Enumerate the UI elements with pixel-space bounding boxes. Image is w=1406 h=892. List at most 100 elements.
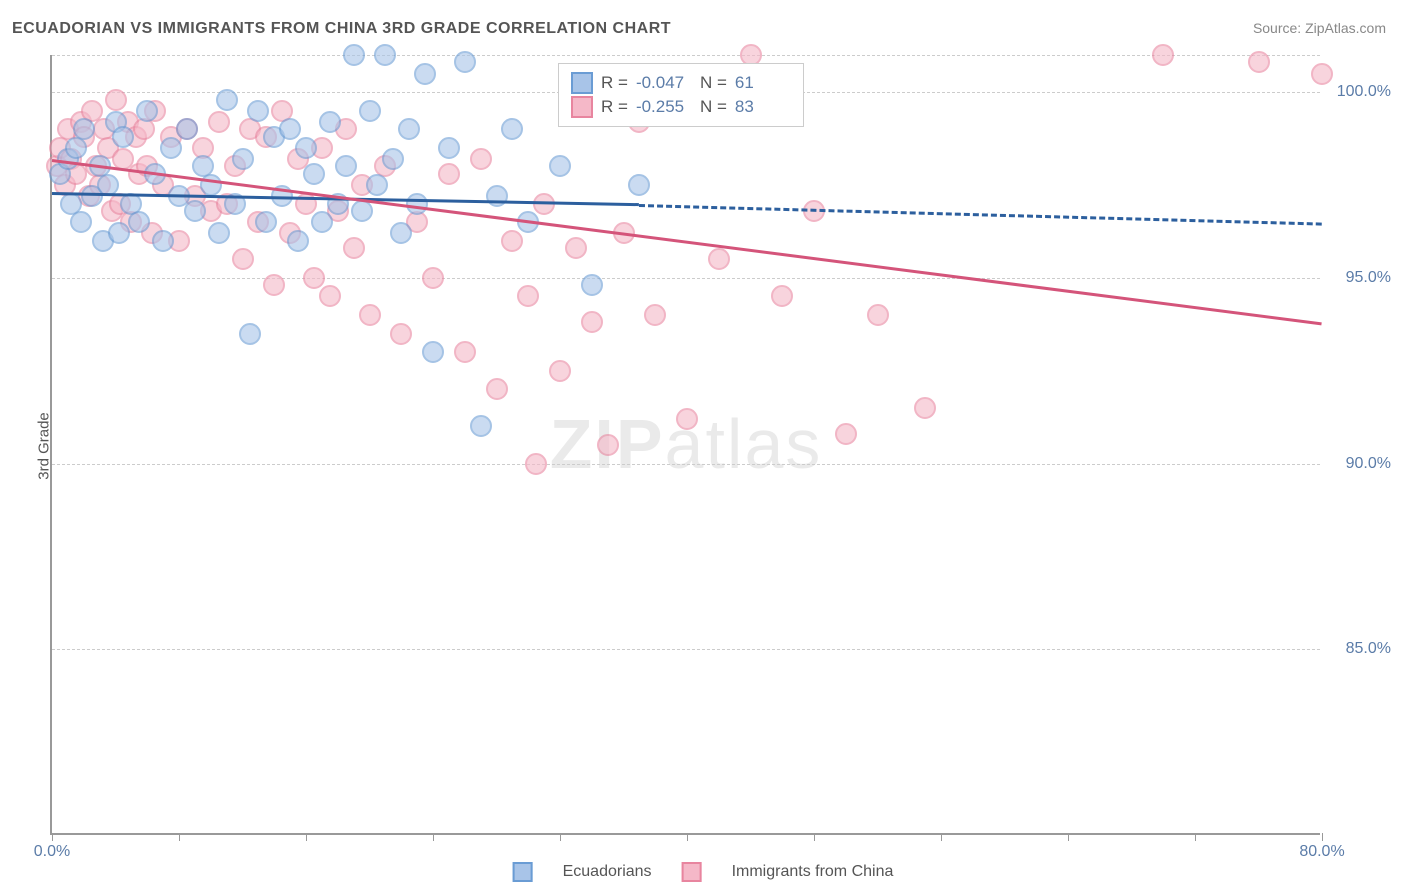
scatter-point [867,304,889,326]
y-tick-label: 85.0% [1346,640,1391,658]
n-value: 61 [735,73,791,93]
scatter-point [319,111,341,133]
n-label: N = [700,97,727,117]
scatter-point [501,230,523,252]
scatter-point [438,163,460,185]
scatter-point [176,118,198,140]
scatter-point [359,304,381,326]
scatter-point [232,248,254,270]
scatter-point [1311,63,1333,85]
scatter-point [628,174,650,196]
x-axis-label: 80.0% [1299,843,1344,861]
scatter-point [470,148,492,170]
n-value: 83 [735,97,791,117]
scatter-point [1152,44,1174,66]
scatter-point [335,155,357,177]
plot-area: ZIPatlas 0.0%80.0% [50,55,1320,835]
scatter-point [359,100,381,122]
y-tick-label: 90.0% [1346,455,1391,473]
scatter-point [438,137,460,159]
scatter-point [287,230,309,252]
scatter-point [644,304,666,326]
scatter-point [232,148,254,170]
scatter-point [470,415,492,437]
scatter-point [454,341,476,363]
x-tick [1068,833,1069,841]
scatter-point [279,118,301,140]
x-tick [52,833,53,841]
scatter-point [200,174,222,196]
scatter-point [581,274,603,296]
x-tick [814,833,815,841]
scatter-point [295,137,317,159]
gridline [52,649,1320,650]
x-axis-label: 0.0% [34,843,70,861]
scatter-point [486,378,508,400]
scatter-point [565,237,587,259]
legend-label: Immigrants from China [732,863,894,881]
x-tick [1322,833,1323,841]
x-tick [306,833,307,841]
trendline-extrapolated [639,204,1322,226]
scatter-point [414,63,436,85]
scatter-point [422,267,444,289]
scatter-point [239,323,261,345]
scatter-point [382,148,404,170]
trendline [52,159,1322,325]
scatter-point [501,118,523,140]
scatter-point [454,51,476,73]
scatter-point [216,89,238,111]
bottom-legend: Ecuadorians Immigrants from China [513,862,894,882]
scatter-point [422,341,444,363]
scatter-point [914,397,936,419]
scatter-point [343,44,365,66]
scatter-point [835,423,857,445]
scatter-point [486,185,508,207]
scatter-point [343,237,365,259]
x-tick [941,833,942,841]
scatter-point [263,274,285,296]
scatter-point [390,222,412,244]
stats-row: R =-0.047N =61 [571,72,791,94]
scatter-point [136,100,158,122]
scatter-point [208,222,230,244]
x-tick [1195,833,1196,841]
scatter-point [351,200,373,222]
scatter-point [549,360,571,382]
y-tick-label: 100.0% [1337,83,1391,101]
scatter-point [311,211,333,233]
scatter-point [133,118,155,140]
scatter-point [390,323,412,345]
scatter-point [303,267,325,289]
scatter-point [771,285,793,307]
gridline [52,55,1320,56]
scatter-point [105,89,127,111]
r-label: R = [601,97,628,117]
scatter-point [303,163,325,185]
scatter-point [581,311,603,333]
scatter-point [73,118,95,140]
gridline [52,278,1320,279]
scatter-point [406,193,428,215]
legend-label: Ecuadorians [563,863,652,881]
x-tick [687,833,688,841]
x-tick [433,833,434,841]
scatter-point [517,285,539,307]
scatter-point [152,230,174,252]
scatter-point [676,408,698,430]
scatter-point [398,118,420,140]
scatter-point [247,100,269,122]
scatter-point [255,211,277,233]
scatter-point [708,248,730,270]
scatter-point [108,222,130,244]
correlation-stats-box: R =-0.047N =61R =-0.255N =83 [558,63,804,127]
stats-row: R =-0.255N =83 [571,96,791,118]
x-tick [179,833,180,841]
legend-swatch [571,96,593,118]
scatter-point [374,44,396,66]
scatter-point [597,434,619,456]
chart-title: ECUADORIAN VS IMMIGRANTS FROM CHINA 3RD … [12,20,671,38]
legend-swatch [571,72,593,94]
scatter-point [525,453,547,475]
scatter-point [208,111,230,133]
